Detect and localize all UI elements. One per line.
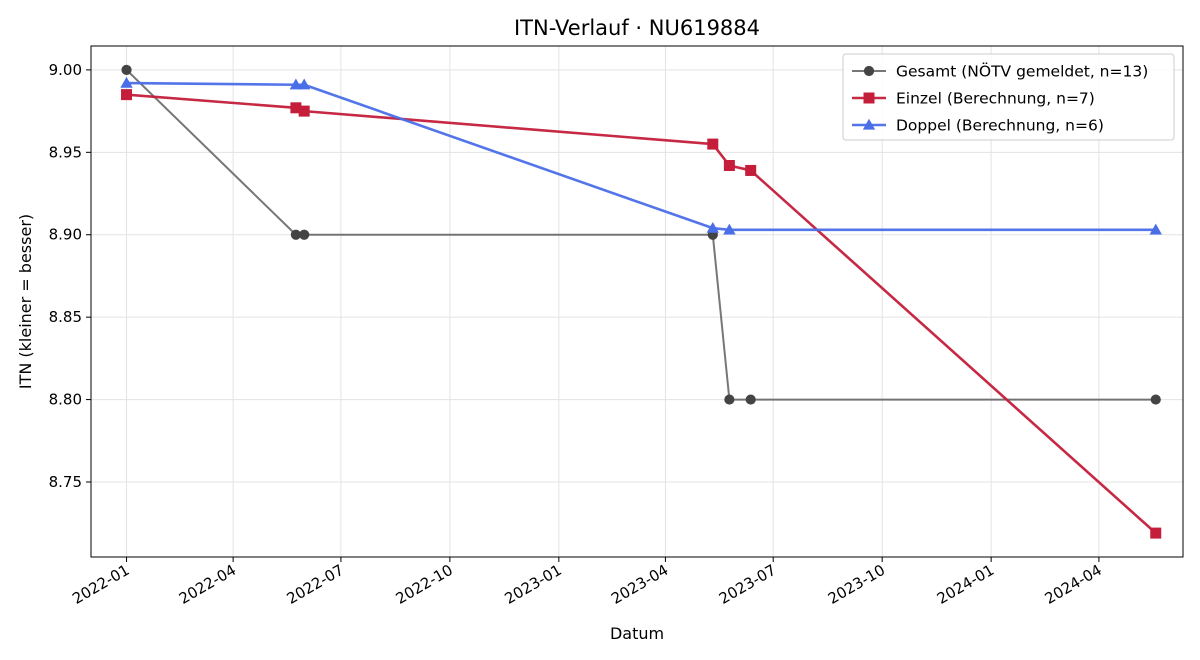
series-line — [126, 93, 1157, 535]
legend-item: Gesamt (NÖTV gemeldet, n=13) — [852, 62, 1148, 81]
data-point — [297, 78, 311, 90]
series-layer — [120, 64, 1162, 539]
x-axis-title: Datum — [610, 624, 664, 643]
plot-frame — [90, 45, 1184, 558]
x-tick-label: 2023-04 — [608, 561, 671, 608]
data-point — [120, 76, 133, 88]
y-tick-label: 8.85 — [49, 308, 82, 326]
y-axis-title: ITN (kleiner = besser) — [16, 214, 35, 389]
data-point — [121, 89, 133, 101]
data-point — [707, 138, 719, 150]
x-tick-label: 2022-10 — [393, 561, 456, 608]
data-point — [723, 223, 736, 235]
y-tick-label: 8.95 — [49, 143, 82, 161]
series-square — [121, 89, 1162, 539]
x-tick-label: 2024-04 — [1042, 561, 1105, 608]
y-tick-label: 9.00 — [49, 61, 82, 79]
series-line — [126, 81, 1156, 232]
legend-box — [842, 53, 1175, 141]
data-point — [1150, 527, 1162, 539]
legend-label: Doppel (Berechnung, n=6) — [896, 117, 1104, 135]
data-point — [121, 64, 132, 76]
chart-title: ITN-Verlauf · NU619884 — [514, 16, 760, 40]
legend: Gesamt (NÖTV gemeldet, n=13) Einzel (Bere… — [842, 53, 1175, 141]
legend-marker — [862, 118, 876, 130]
data-point — [290, 102, 302, 114]
data-point — [723, 160, 735, 172]
x-tick-label: 2023-10 — [825, 561, 888, 608]
data-point — [1149, 223, 1162, 235]
data-point — [298, 105, 310, 117]
legend-item: Doppel (Berechnung, n=6) — [852, 117, 1104, 135]
y-tick-label: 8.90 — [49, 226, 82, 244]
data-point — [745, 164, 757, 176]
series-triangle — [120, 76, 1162, 235]
x-tick-label: 2023-07 — [716, 561, 779, 608]
x-tick-label: 2024-01 — [934, 561, 997, 608]
data-point — [289, 78, 303, 90]
series-circle — [121, 64, 1161, 405]
x-tick-label: 2022-04 — [176, 561, 239, 608]
legend-item: Einzel (Berechnung, n=7) — [852, 90, 1095, 108]
y-tick-label: 8.80 — [49, 391, 82, 409]
data-point — [724, 394, 735, 405]
x-axis: 2022-01 2022-04 2022-07 2022-10 2023-01 2023-… — [69, 557, 1105, 608]
legend-label: Einzel (Berechnung, n=7) — [896, 90, 1095, 108]
legend-label: Gesamt (NÖTV gemeldet, n=13) — [896, 62, 1148, 81]
data-point — [1150, 394, 1161, 405]
x-tick-label: 2022-07 — [284, 561, 347, 608]
x-tick-label: 2022-01 — [69, 561, 132, 608]
x-tick-label: 2023-01 — [502, 561, 565, 608]
y-tick-label: 8.75 — [49, 473, 82, 491]
data-point — [299, 229, 310, 240]
legend-marker — [863, 92, 875, 104]
data-point — [745, 394, 756, 405]
y-axis: 8.75 8.80 8.85 8.90 8.95 9.00 — [49, 61, 91, 491]
data-point — [706, 221, 720, 233]
legend-marker — [863, 65, 875, 77]
